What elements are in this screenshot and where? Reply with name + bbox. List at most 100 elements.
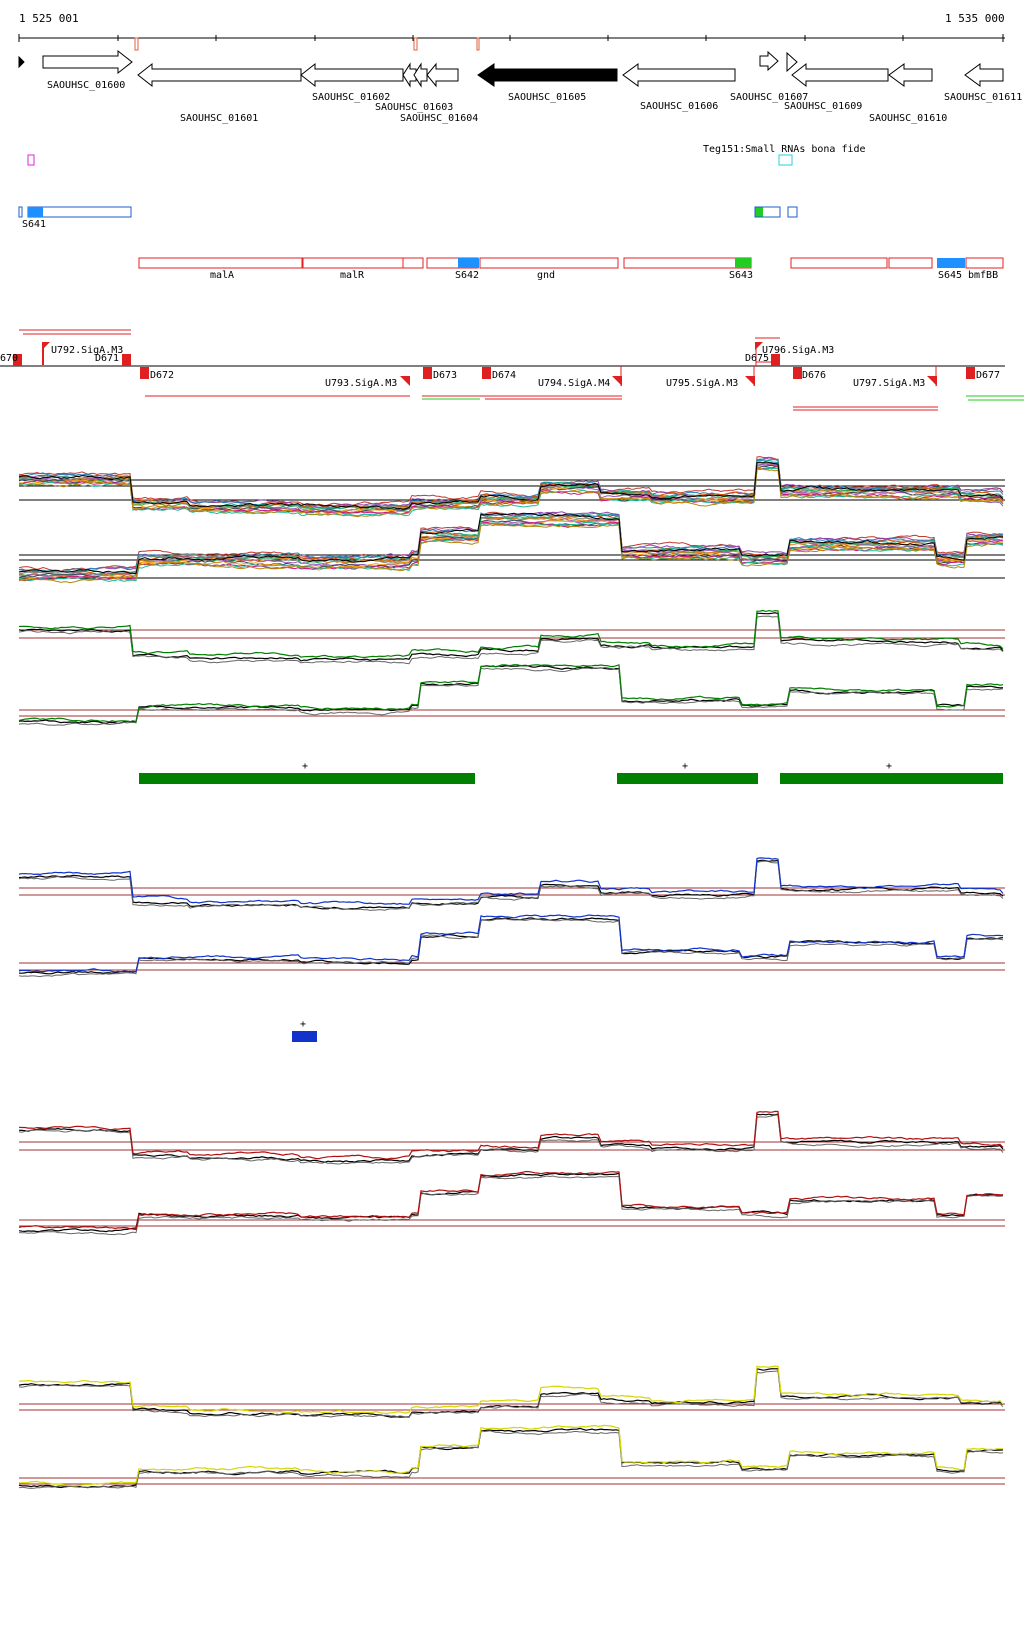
signal-trace (18, 1370, 1004, 1418)
tss-label: D674 (492, 370, 516, 381)
gene-arrow[interactable] (786, 51, 798, 73)
signal-trace (18, 1110, 1004, 1160)
gene-label: SAOUHSC_01609 (784, 101, 862, 112)
segment-plus: + (682, 761, 688, 772)
tss-label: 670 (0, 353, 18, 364)
feature-box[interactable] (402, 257, 424, 269)
feature-label: S645 (938, 270, 962, 281)
tss-label: D675 (745, 353, 769, 364)
signal-trace (18, 461, 1004, 510)
gene-arrow[interactable] (42, 49, 133, 75)
gene-arrow[interactable] (300, 62, 404, 88)
expression-signals (18, 456, 1005, 1489)
tss-label: D672 (150, 370, 174, 381)
segment-plus: + (886, 761, 892, 772)
segment-bar[interactable] (780, 773, 1003, 784)
gene-label: SAOUHSC_01611 (944, 92, 1022, 103)
tss-label: U794.SigA.M4 (538, 378, 610, 389)
segment-plus: + (302, 761, 308, 772)
signal-trace (18, 1170, 1004, 1231)
signal-trace (18, 612, 1004, 662)
gene-arrow[interactable] (137, 62, 302, 88)
segment-track-green (139, 773, 1003, 784)
feature-box[interactable] (138, 257, 303, 269)
signal-trace (18, 914, 1004, 973)
feature-box[interactable] (623, 257, 752, 269)
signal-trace (18, 615, 1004, 665)
gene-labels: SAOUHSC_01600 SAOUHSC_01601 SAOUHSC_0160… (47, 80, 1022, 124)
feature-box[interactable] (790, 257, 888, 269)
feature-box[interactable] (888, 257, 933, 269)
signal-trace (19, 917, 1004, 975)
gene-label: SAOUHSC_01605 (508, 92, 586, 103)
promoter-track: 670 U792.SigA.M3 D671 U796.SigA.M3 D675 … (0, 329, 1024, 411)
signal-trace (18, 859, 1004, 910)
gene-arrow[interactable] (477, 63, 618, 87)
signal-trace (18, 1114, 1004, 1165)
feature-box[interactable] (965, 257, 1004, 269)
feature-box[interactable] (479, 257, 619, 269)
gene-arrow[interactable] (622, 63, 736, 87)
gene-track (18, 49, 1004, 88)
srna-marker[interactable] (27, 154, 35, 166)
gene-label: SAOUHSC_01607 (730, 92, 808, 103)
signal-trace (19, 1424, 1004, 1487)
signal-trace (18, 523, 1004, 584)
gene-label: SAOUHSC_01602 (312, 92, 390, 103)
tss-label: D677 (976, 370, 1000, 381)
signal-trace (18, 512, 1004, 575)
signal-trace (18, 860, 1004, 911)
feature-box[interactable] (754, 206, 781, 218)
gene-arrow[interactable] (402, 62, 417, 88)
gene-label: SAOUHSC_01601 (180, 113, 258, 124)
ruler-end-label: 1 535 000 (945, 12, 1005, 25)
signal-trace (18, 459, 1004, 510)
gene-arrow[interactable] (791, 62, 889, 88)
signal-trace (18, 1430, 1004, 1489)
gene-label: SAOUHSC_01610 (869, 113, 947, 124)
gene-arrow[interactable] (964, 63, 1004, 87)
signal-trace (18, 516, 1004, 578)
gene-arrow[interactable] (888, 63, 933, 87)
tss-label: U796.SigA.M3 (762, 345, 834, 356)
segment-bar[interactable] (617, 773, 758, 784)
gene-arrow[interactable] (759, 50, 779, 72)
signal-trace (18, 857, 1004, 905)
segment-plus: + (300, 1019, 306, 1030)
signal-trace (18, 918, 1004, 978)
feature-box[interactable] (27, 206, 132, 218)
feature-labels-lower: malA malR S642 gnd S643 S645 bmfBB (210, 270, 998, 281)
tss-label: U793.SigA.M3 (325, 378, 397, 389)
feature-box[interactable] (302, 257, 404, 269)
feature-track-upper: S641 (18, 206, 798, 230)
signal-trace (18, 1175, 1004, 1236)
feature-label: malR (340, 270, 365, 281)
segment-bar[interactable] (139, 773, 475, 784)
gene-arrow[interactable] (413, 62, 428, 88)
signal-trace (18, 1172, 1004, 1233)
signal-trace (18, 667, 1004, 726)
srna-track: Teg151:Small RNAs bona fide (27, 144, 866, 166)
gene-arrow[interactable] (426, 62, 459, 88)
ruler-start-label: 1 525 001 (19, 12, 79, 25)
segment-bar[interactable] (292, 1031, 317, 1042)
signal-trace (18, 1427, 1004, 1489)
feature-label: malA (210, 270, 234, 281)
tss-label: U792.SigA.M3 (51, 345, 123, 356)
tss-label: U797.SigA.M3 (853, 378, 925, 389)
srna-marker[interactable] (778, 154, 793, 166)
feature-box[interactable] (787, 206, 798, 218)
feature-label: S642 (455, 270, 479, 281)
signal-trace (19, 465, 1004, 515)
tss-label: D673 (433, 370, 457, 381)
signal-trace (18, 519, 1004, 580)
feature-track-lower (138, 257, 1004, 269)
gene-label: SAOUHSC_01604 (400, 113, 478, 124)
signal-trace (18, 1365, 1004, 1414)
signal-trace (18, 609, 1004, 659)
gene-arrow[interactable] (18, 55, 25, 69)
gene-label: SAOUHSC_01600 (47, 80, 125, 91)
signal-trace (18, 664, 1004, 725)
